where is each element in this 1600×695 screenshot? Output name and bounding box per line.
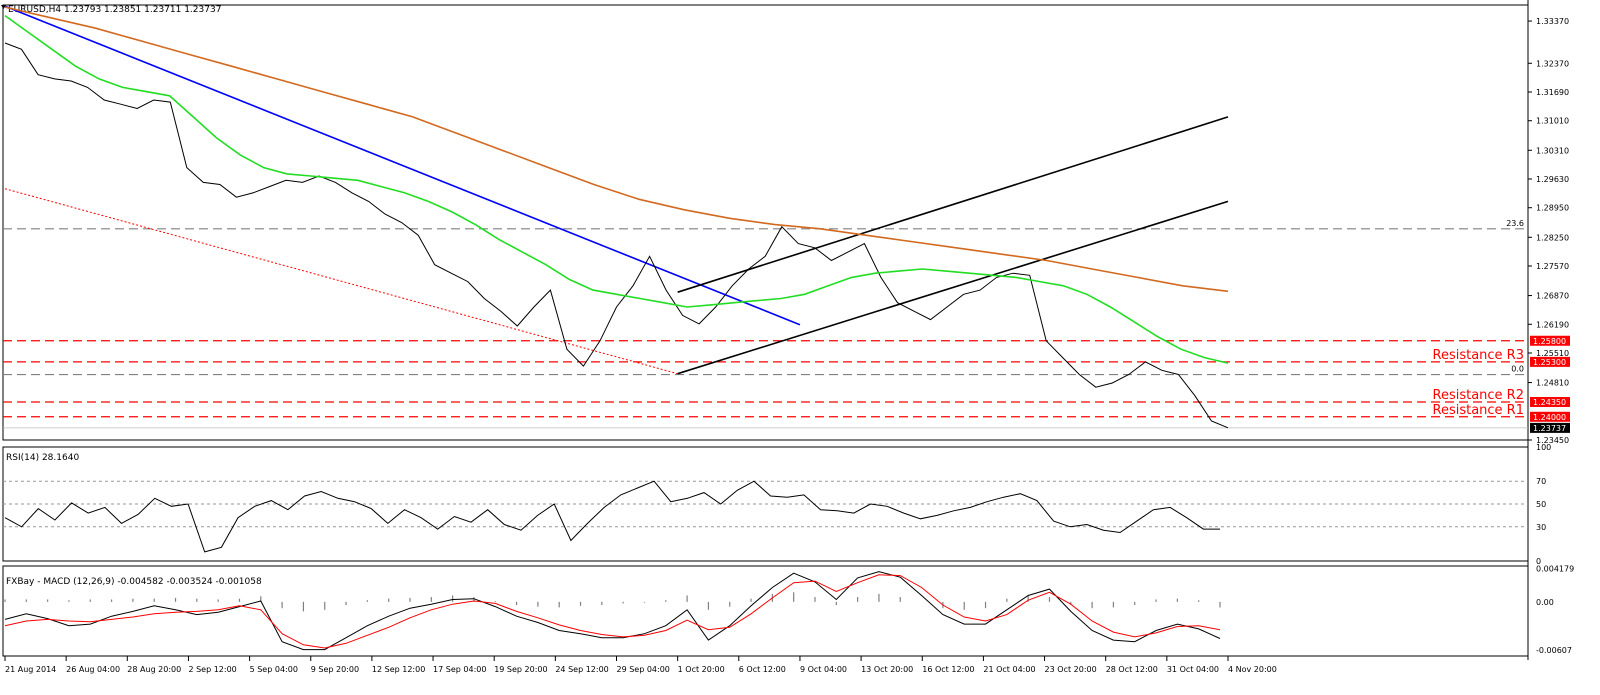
x-tick-label: 28 Oct 12:00 [1106, 665, 1158, 674]
x-tick-label: 9 Sep 20:00 [311, 665, 359, 674]
ema-fast-series [4, 14, 1229, 364]
x-tick-label: 24 Sep 12:00 [555, 665, 608, 674]
y-tick-label: 1.32370 [1536, 59, 1569, 68]
x-tick-label: 6 Oct 12:00 [739, 665, 786, 674]
x-tick-label: 12 Sep 12:00 [372, 665, 425, 674]
fib-level-label: 23.6 [1506, 219, 1524, 228]
x-tick-label: 13 Oct 20:00 [861, 665, 913, 674]
y-tick-label: 1.28250 [1536, 233, 1569, 242]
macd-plot [4, 571, 1221, 651]
y-tick-label: 1.27570 [1536, 262, 1569, 271]
y-tick-label: 1.29630 [1536, 175, 1569, 184]
macd-macd-series [4, 571, 1221, 651]
time-axis: 21 Aug 2014 26 Aug 04:00 28 Aug 20:00 2 Sep… [4, 656, 1277, 674]
trendline [4, 188, 678, 375]
current-price-label: 1.23737 [1533, 424, 1566, 433]
x-tick-label: 17 Sep 04:00 [433, 665, 486, 674]
level-annotation: Resistance R3 [1433, 348, 1525, 363]
macd-tick-label: -0.00607 [1536, 646, 1572, 655]
macd-tick-label: 0.004179 [1536, 565, 1574, 574]
fib-level-label: 0.0 [1511, 365, 1524, 374]
macd-signal-series [4, 574, 1221, 649]
rsi-plot [3, 480, 1528, 553]
collapse-arrow-icon[interactable] [1, 5, 6, 9]
y-tick-label: 1.24810 [1536, 379, 1569, 388]
x-tick-label: 21 Aug 2014 [5, 665, 56, 674]
macd-panel-title: FXBay - MACD (12,26,9) -0.004582 -0.0035… [6, 577, 262, 587]
rsi-tick-label: 50 [1536, 500, 1546, 509]
level-price-label: 1.24350 [1533, 398, 1566, 407]
price-plot: Resistance R3 0.0 Resistance R2Resistance … [3, 5, 1528, 429]
y-tick-label: 1.28950 [1536, 204, 1569, 213]
macd-tick-label: 0.00 [1536, 598, 1554, 607]
level-price-tag [1530, 335, 1570, 346]
y-tick-label: 1.33370 [1536, 17, 1569, 26]
rsi-series [4, 480, 1220, 553]
trendline [677, 116, 1229, 293]
x-tick-label: 9 Oct 04:00 [800, 665, 847, 674]
level-annotation: Resistance R2 [1433, 388, 1525, 403]
y-tick-label: 1.31690 [1536, 88, 1569, 97]
level-price-label: 1.25300 [1533, 358, 1566, 367]
level-price-tag [1530, 396, 1570, 407]
price-panel-title: EURUSD,H4 1.23793 1.23851 1.23711 1.2373… [8, 5, 221, 15]
level-price-tag [1530, 356, 1570, 367]
x-tick-label: 23 Oct 20:00 [1045, 665, 1097, 674]
x-tick-label: 16 Oct 12:00 [922, 665, 974, 674]
y-tick-label: 1.23450 [1536, 436, 1569, 445]
x-tick-label: 29 Sep 04:00 [617, 665, 670, 674]
x-tick-label: 19 Sep 20:00 [494, 665, 547, 674]
ema-slow-series [4, 6, 1229, 293]
trendline [4, 5, 801, 326]
level-price-label: 1.24000 [1533, 413, 1566, 422]
rsi-tick-label: 0 [1536, 557, 1541, 566]
x-tick-label: 2 Sep 12:00 [188, 665, 236, 674]
y-tick-label: 1.25510 [1536, 349, 1569, 358]
price-series [4, 42, 1229, 429]
y-tick-label: 1.26870 [1536, 292, 1569, 301]
x-tick-label: 21 Oct 04:00 [983, 665, 1035, 674]
x-tick-label: 31 Oct 04:00 [1167, 665, 1219, 674]
y-tick-label: 1.30310 [1536, 146, 1569, 155]
trendline [677, 200, 1229, 375]
rsi-panel-title: RSI(14) 28.1640 [6, 453, 79, 463]
x-tick-label: 5 Sep 04:00 [250, 665, 298, 674]
rsi-tick-label: 100 [1536, 443, 1551, 452]
x-tick-label: 4 Nov 20:00 [1228, 665, 1277, 674]
x-tick-label: 28 Aug 20:00 [127, 665, 181, 674]
level-price-tag [1530, 411, 1570, 422]
y-tick-label: 1.26190 [1536, 320, 1569, 329]
level-annotation: Resistance R1 [1433, 403, 1525, 418]
rsi-tick-label: 70 [1536, 477, 1546, 486]
x-tick-label: 26 Aug 04:00 [66, 665, 120, 674]
rsi-tick-label: 30 [1536, 523, 1546, 532]
price-axis: 1.33370 1.32370 1.31690 1.31010 1.30310 1.296… [1528, 17, 1574, 655]
panel-frames [2, 0, 1529, 660]
level-price-label: 1.25800 [1533, 337, 1566, 346]
current-price-tag [1530, 422, 1570, 433]
y-tick-label: 1.31010 [1536, 117, 1569, 126]
x-tick-label: 1 Oct 20:00 [678, 665, 725, 674]
